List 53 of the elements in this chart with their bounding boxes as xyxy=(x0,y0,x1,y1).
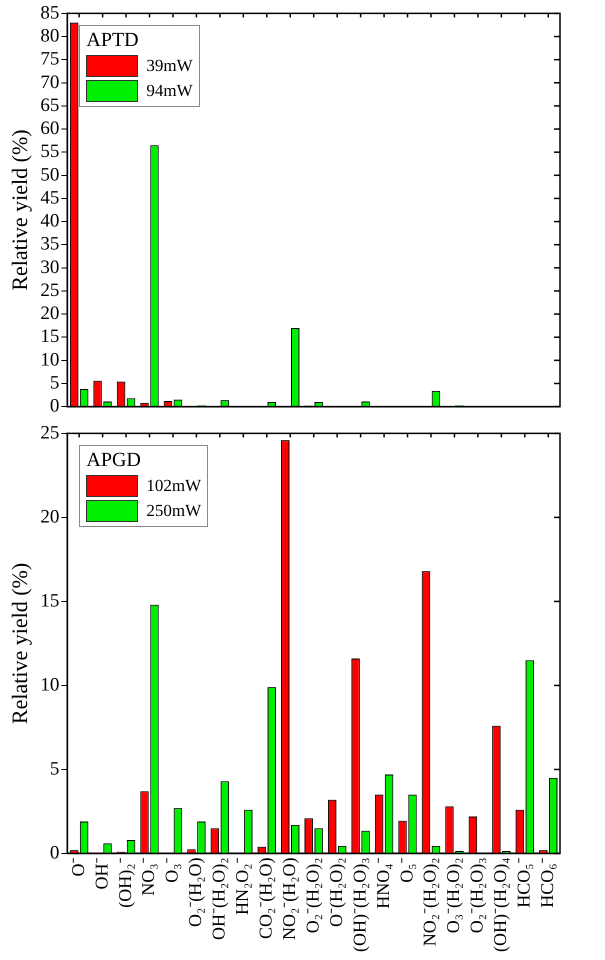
legend-label: 250mW xyxy=(146,501,202,522)
x-tick-label: (OH)⁻(H₂O)₄ xyxy=(490,857,510,952)
legend-title: APGD xyxy=(86,449,142,472)
x-tick-label: O₅⁻ xyxy=(396,857,416,883)
x-tick-label: CO₂⁻(H₂O) xyxy=(256,857,276,940)
x-tick-label: O₃⁻(H₂O)₂ xyxy=(443,857,464,934)
y-tick-label: 30 xyxy=(40,256,60,278)
y-tick-label: 0 xyxy=(50,396,60,417)
x-tick-label: (OH)⁻(H₂O)₃ xyxy=(349,857,370,952)
x-tick-label: (OH)₂⁻ xyxy=(114,857,135,908)
y-tick-label: 70 xyxy=(40,72,60,93)
y-tick-label: 75 xyxy=(40,48,60,70)
y-tick-label: 0 xyxy=(50,842,60,864)
legend-label: 39mW xyxy=(146,56,193,76)
x-tick-label: OH⁻ xyxy=(91,857,112,890)
x-tick-label: NO₂⁻(H₂O)₂ xyxy=(420,857,440,946)
y-tick-label: 65 xyxy=(40,94,60,116)
y-axis-title: Relative yield (%) xyxy=(6,562,32,724)
legend-title: APTD xyxy=(86,29,140,52)
y-axis-title: Relative yield (%) xyxy=(6,129,32,291)
y-tick-label: 35 xyxy=(40,234,60,255)
x-tick-label: HNO₄⁻ xyxy=(372,857,393,909)
x-tick-label: O⁻ xyxy=(68,857,88,876)
y-tick-label: 25 xyxy=(40,422,60,444)
y-tick-label: 10 xyxy=(40,349,60,370)
y-tick-label: 60 xyxy=(40,118,60,140)
y-tick-label: 45 xyxy=(40,187,60,208)
y-tick-label: 5 xyxy=(50,372,60,394)
legend-label: 102mW xyxy=(146,476,202,496)
x-tick-label: O₂⁻(H₂O)₃ xyxy=(466,857,487,934)
x-tick-label: NO₃⁻ xyxy=(138,857,158,896)
x-tick-label: O₂⁻(H₂O)₂ xyxy=(302,857,322,934)
x-tick-label: O₂⁻(H₂O) xyxy=(185,857,206,928)
x-tick-label: OH⁻(H₂O)₂ xyxy=(208,857,229,940)
y-tick-label: 85 xyxy=(40,2,60,24)
y-tick-label: 80 xyxy=(40,26,60,47)
x-tick-label: HCO₆⁻ xyxy=(537,857,558,908)
y-tick-label: 5 xyxy=(50,758,60,780)
x-tick-label: HN₂O₂⁻ xyxy=(232,857,252,916)
y-tick-label: 20 xyxy=(40,303,60,324)
x-tick-label: O⁻(H₂O)₂ xyxy=(326,857,346,928)
x-tick-label: O₃⁻ xyxy=(162,857,182,883)
y-tick-label: 50 xyxy=(40,164,60,186)
y-tick-label: 55 xyxy=(40,141,60,162)
y-tick-label: 10 xyxy=(40,674,60,696)
x-tick-label: HCO₅⁻ xyxy=(514,857,534,908)
x-tick-label: NO₂⁻(H₂O) xyxy=(278,857,299,940)
y-tick-label: 20 xyxy=(40,506,60,528)
y-tick-label: 25 xyxy=(40,280,60,301)
y-tick-label: 15 xyxy=(40,326,60,348)
y-tick-label: 15 xyxy=(40,590,60,612)
y-tick-label: 40 xyxy=(40,210,60,232)
legend-label: 94mW xyxy=(146,81,193,102)
